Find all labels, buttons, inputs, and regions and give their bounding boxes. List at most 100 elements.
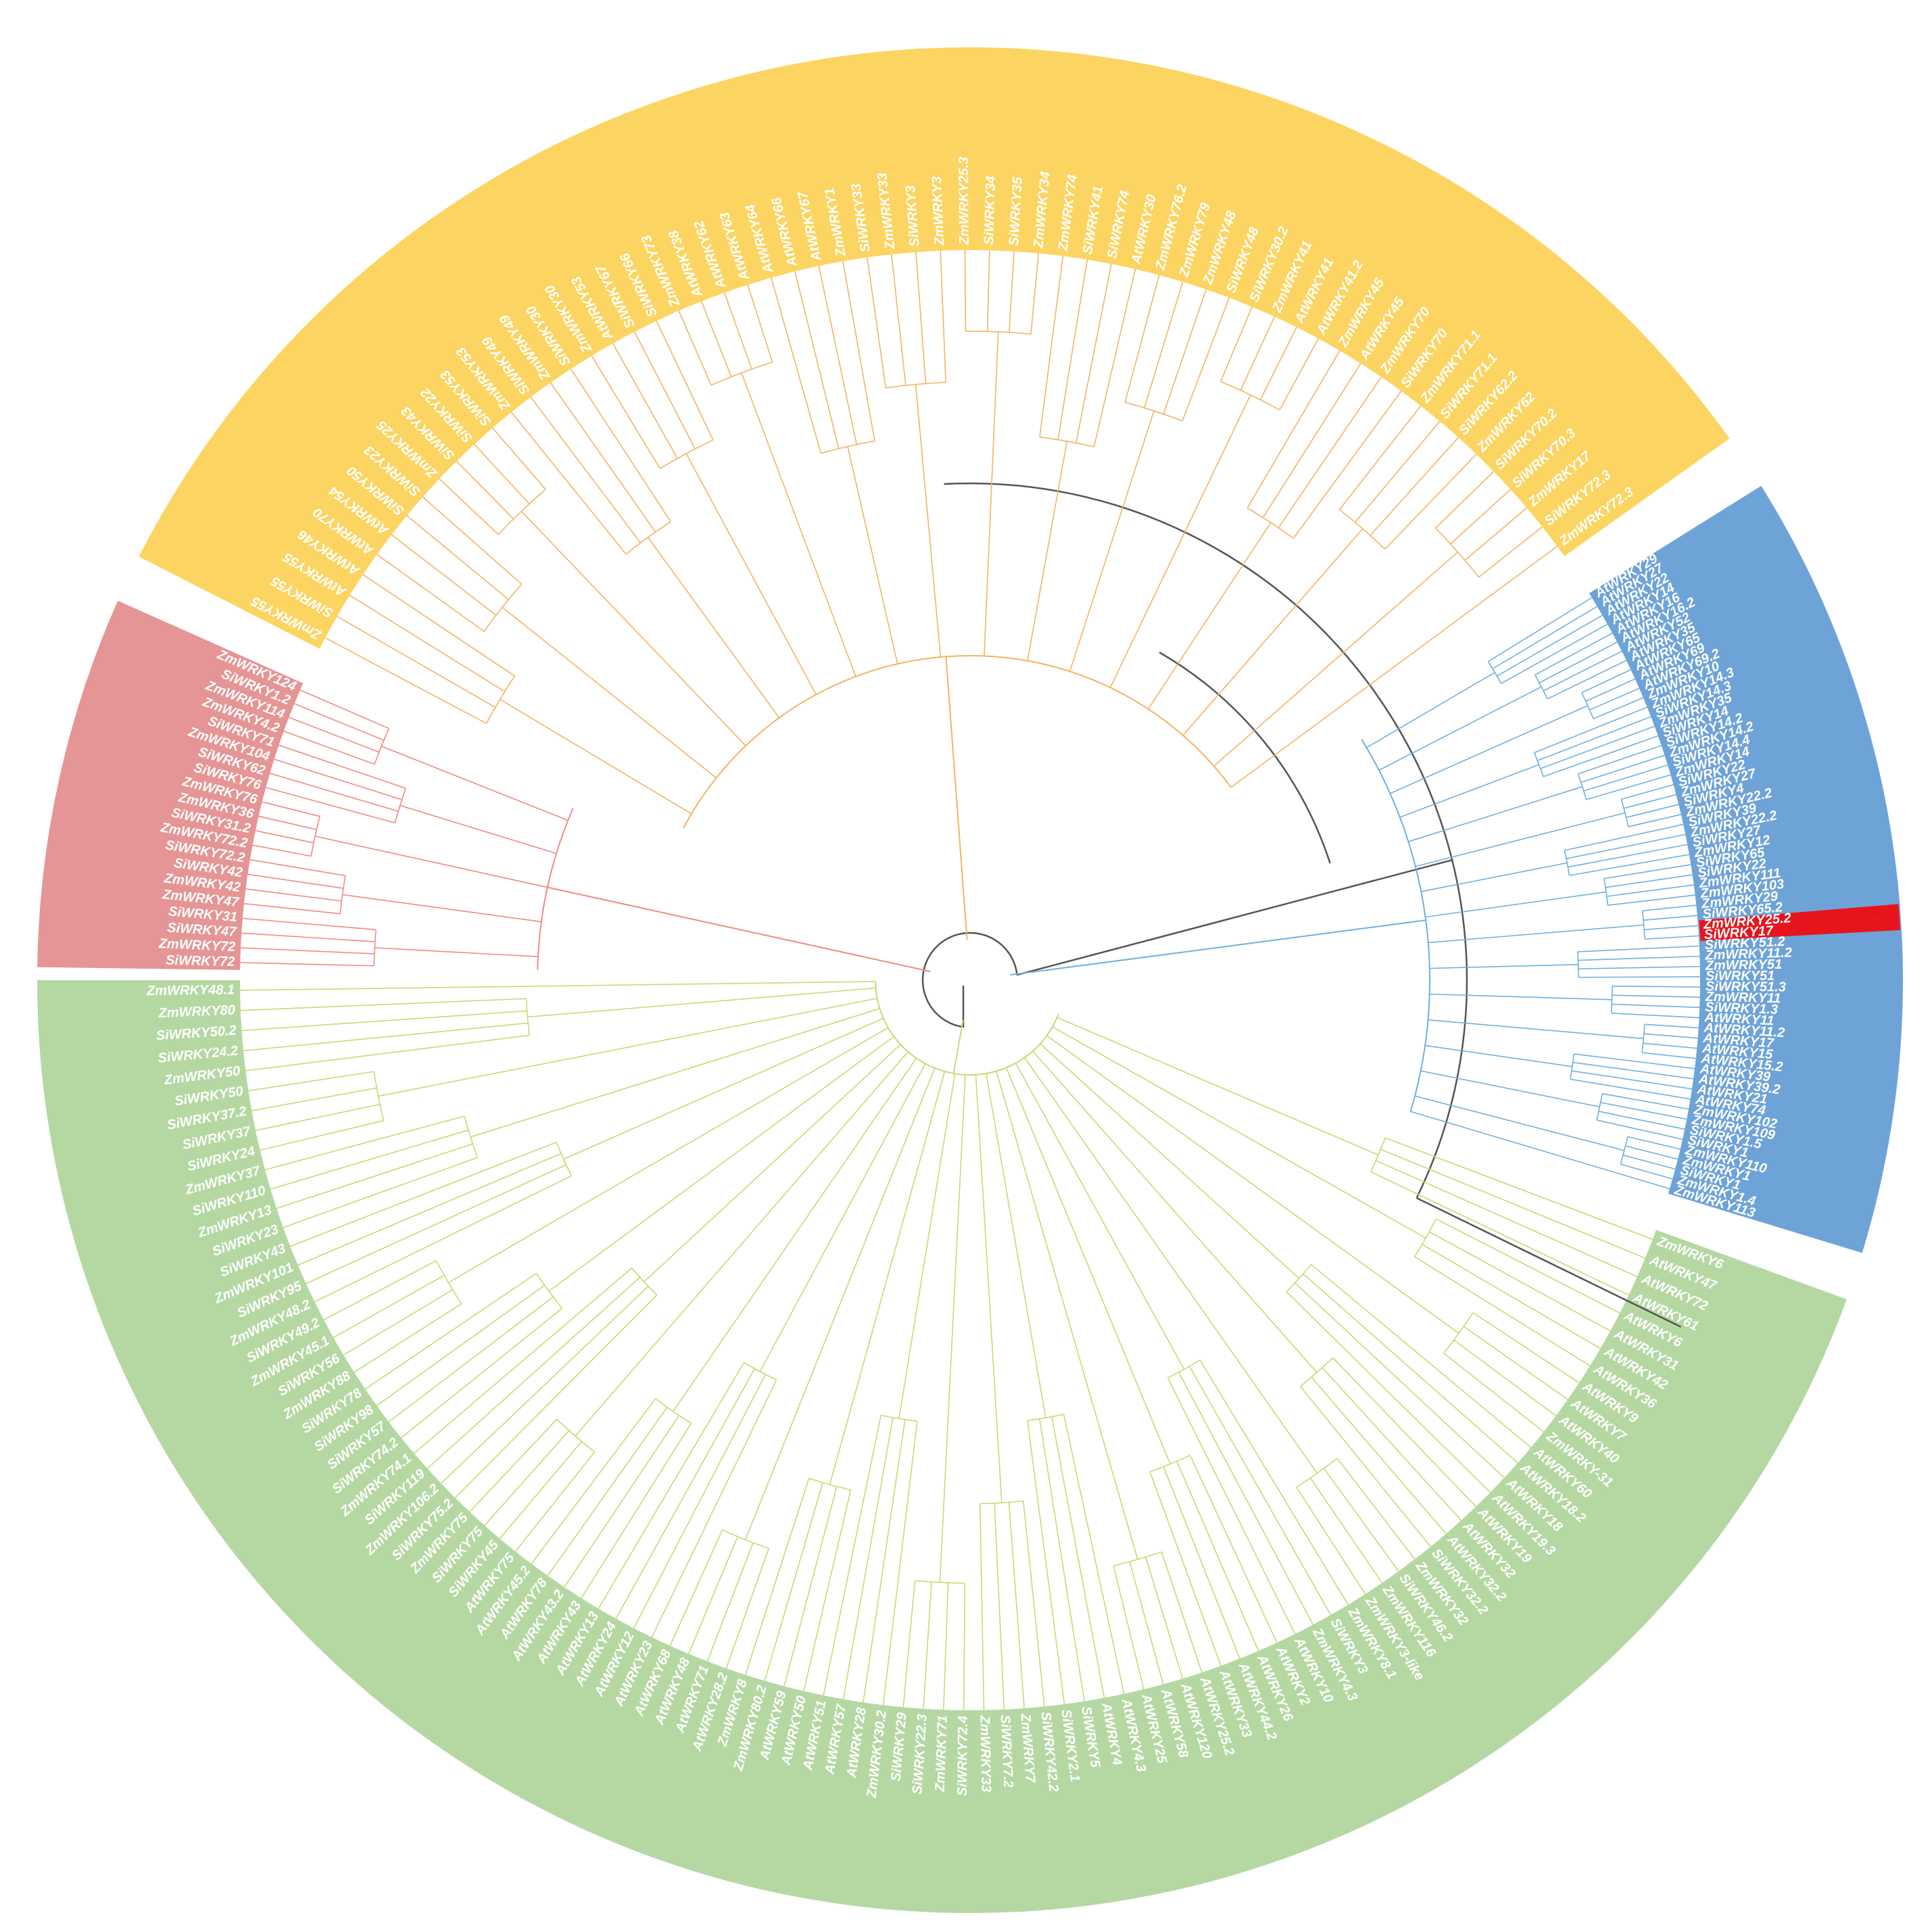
leaf-branch <box>1578 955 1700 961</box>
clade-band-yellow <box>139 47 1730 649</box>
leaf-branch <box>1113 1566 1144 1690</box>
leaf-label: ZmWRKY33 <box>977 1715 993 1793</box>
leaf-branch <box>1144 1557 1184 1679</box>
leaf-branch <box>1293 391 1402 539</box>
leaf-branch <box>1547 660 1627 700</box>
leaf-branch <box>1178 1372 1314 1625</box>
leaf-branch <box>1534 706 1647 754</box>
leaf-branch <box>1598 1111 1685 1130</box>
leaf-branch <box>1600 1102 1687 1120</box>
leaf-branch <box>1601 1092 1689 1110</box>
leaf-branch <box>1262 363 1361 518</box>
leaf-branch <box>1622 1154 1676 1170</box>
leaf-branch <box>1497 614 1603 677</box>
leaf-branch <box>1129 1561 1164 1685</box>
leaf-branch <box>866 257 887 388</box>
leaf-branch <box>241 947 375 955</box>
leaf-branch <box>1075 264 1112 443</box>
leaf-branch <box>255 1103 381 1132</box>
leaf-branch <box>1279 338 1319 410</box>
leaf-branch <box>1574 1053 1695 1069</box>
leaf-branch <box>270 773 399 812</box>
leaf-branch <box>1303 1273 1518 1464</box>
leaf-branch <box>1009 251 1015 333</box>
leaf-branch <box>1543 650 1622 692</box>
leaf-label: SiWRKY1.3 <box>1705 1000 1779 1017</box>
leaf-branch <box>1384 454 1477 550</box>
leaf-branch <box>492 427 546 490</box>
leaf-branch <box>1644 925 1699 931</box>
leaf-branch <box>1409 546 1558 656</box>
leaf-branch <box>1586 774 1671 800</box>
leaf-branch <box>1219 306 1253 382</box>
leaf-branch <box>1023 1501 1045 1707</box>
leaf-branch <box>473 443 530 504</box>
leaf-branch <box>1323 1468 1399 1572</box>
leaf-branch <box>678 310 712 386</box>
leaf-branch <box>248 1071 375 1092</box>
leaf-branch <box>1642 1052 1696 1059</box>
leaf-branch <box>354 1303 462 1373</box>
leaf-branch <box>1149 1472 1222 1666</box>
leaf-branch <box>803 1489 852 1691</box>
leaf-branch <box>1414 1256 1591 1367</box>
leaf-branch <box>818 266 857 445</box>
leaf-branch <box>1581 669 1631 694</box>
leaf-branch <box>1627 1136 1681 1150</box>
clade-arc-yellow <box>683 654 1232 829</box>
leaf-branch <box>598 1362 745 1610</box>
leaf-branch <box>413 1267 633 1454</box>
leaf-branch <box>391 534 497 616</box>
leaf-branch <box>1163 1466 1240 1659</box>
leaf-branch <box>669 1529 723 1646</box>
leaf-label: SiWRKY72 <box>166 953 235 969</box>
leaf-branch <box>247 873 344 889</box>
leaf-label: AtWRKY11 <box>1704 1010 1774 1028</box>
leaf-branch <box>324 637 487 724</box>
leaf-branch <box>283 1157 478 1228</box>
leaf-branch <box>1435 470 1495 529</box>
leaf-branch <box>1564 823 1684 851</box>
leaf-branch <box>276 1143 473 1209</box>
leaf-label: ZmWRKY51 <box>1705 957 1783 973</box>
leaf-label: ZmWRKY71 <box>933 1715 950 1793</box>
leaf-branch <box>591 355 661 469</box>
leaf-branch <box>1628 814 1681 827</box>
leaf-branch <box>1376 1160 1638 1278</box>
clade-stem-blue <box>1010 919 1426 976</box>
leaf-branch <box>337 616 496 708</box>
leaf-branch <box>299 690 389 729</box>
leaf-branch <box>294 703 385 741</box>
leaf-branch <box>771 277 822 454</box>
leaf-branch <box>550 382 656 533</box>
leaf-branch <box>1124 274 1160 403</box>
leaf-branch <box>1535 632 1613 676</box>
leaf-branch <box>1163 289 1207 414</box>
leaf-label: ZmWRKY80 <box>158 1003 235 1021</box>
leaf-branch <box>1309 1477 1383 1584</box>
leaf-branch <box>1453 1339 1557 1417</box>
highlight-label-box <box>1699 917 1901 941</box>
leaf-branch <box>1478 526 1543 578</box>
leaf-branch <box>1568 844 1688 868</box>
leaf-branch <box>979 1503 985 1710</box>
leaf-branch <box>1472 1312 1580 1384</box>
leaf-branch <box>266 787 395 824</box>
leaf-branch <box>270 1129 469 1190</box>
clade-stem-yellow <box>945 656 968 940</box>
leaf-branch <box>1063 1414 1125 1694</box>
leaf-branch <box>255 829 314 844</box>
leaf-branch <box>1589 687 1640 710</box>
leaf-label: ZmWRKY11.2 <box>1704 945 1792 963</box>
leaf-label: ZmWRKY48.1 <box>146 982 235 998</box>
leaf-branch <box>1240 316 1276 391</box>
leaf-branch <box>923 1582 932 1709</box>
leaf-branch <box>1463 1326 1568 1400</box>
leaf-branch <box>1370 1171 1629 1296</box>
leaf-label: ZmWRKY25.3 <box>957 157 972 245</box>
leaf-branch <box>377 554 485 632</box>
leaf-branch <box>1189 1455 1278 1643</box>
leaf-branch <box>484 1430 570 1526</box>
leaf-branch <box>242 917 377 931</box>
